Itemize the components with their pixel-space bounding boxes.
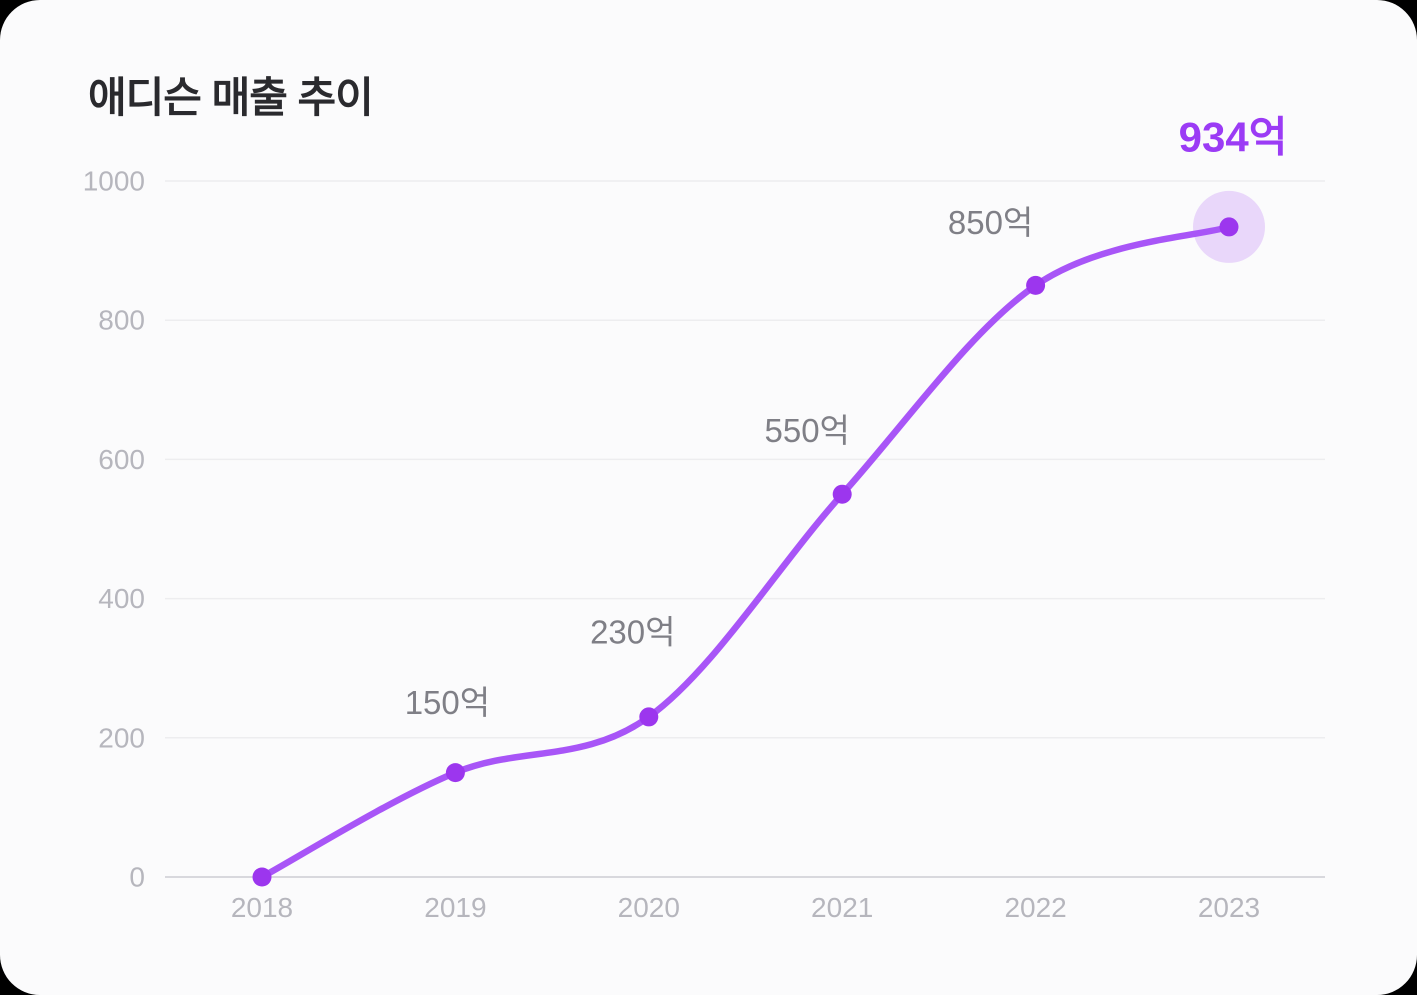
data-point-dot xyxy=(832,484,852,504)
revenue-line xyxy=(258,223,1233,881)
y-axis-tick-label: 200 xyxy=(98,722,145,753)
x-axis-tick-label: 2019 xyxy=(424,892,486,923)
highlight-point-label: 934억 xyxy=(1179,114,1288,161)
chart-title: 애디슨 매출 추이 xyxy=(88,74,374,121)
data-point-label: 850억 xyxy=(948,204,1033,241)
y-axis-tick-label: 400 xyxy=(98,583,145,614)
data-point-dot xyxy=(639,707,659,727)
data-point-dot xyxy=(1026,275,1046,295)
y-axis-tick-label: 800 xyxy=(98,305,145,336)
y-axis-tick-label: 1000 xyxy=(83,166,145,197)
data-point-label: 150억 xyxy=(405,684,490,721)
data-point-dot xyxy=(252,867,272,887)
y-axis-tick-label: 600 xyxy=(98,444,145,475)
x-axis-tick-label: 2021 xyxy=(811,892,873,923)
x-axis-tick-label: 2018 xyxy=(231,892,293,923)
x-axis-tick-label: 2020 xyxy=(618,892,680,923)
y-axis-tick-label: 0 xyxy=(129,862,145,893)
data-point-label: 230억 xyxy=(590,613,675,650)
data-point-label: 550억 xyxy=(764,412,849,449)
data-point-dot xyxy=(1219,217,1239,237)
x-axis-tick-label: 2022 xyxy=(1004,892,1066,923)
x-axis-tick-label: 2023 xyxy=(1198,892,1260,923)
data-point-dot xyxy=(445,763,465,783)
